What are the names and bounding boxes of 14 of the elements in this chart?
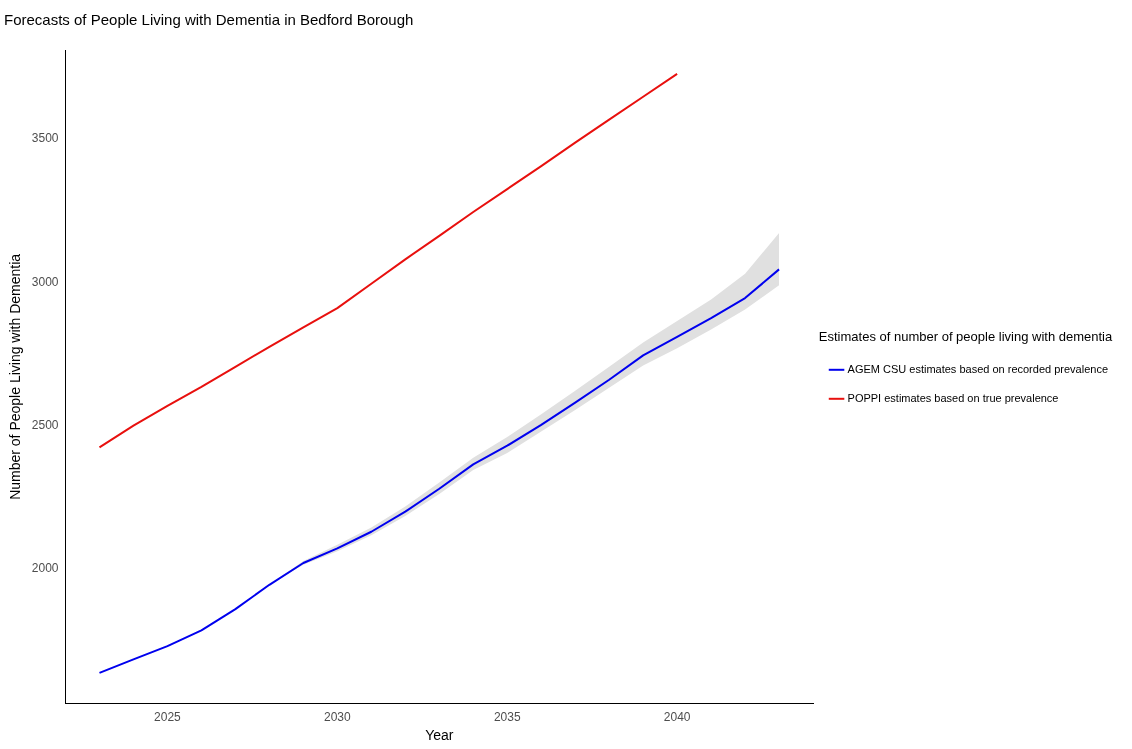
y-tick-label: 3500 <box>31 131 59 146</box>
x-tick-label: 2035 <box>493 710 521 725</box>
legend-title: Estimates of number of people living with dementia <box>818 328 1113 344</box>
legend-label: AGEM CSU estimates based on recorded prevalence <box>847 362 1109 375</box>
x-tick-label: 2025 <box>154 710 182 725</box>
y-tick-label: 2000 <box>31 561 59 576</box>
x-tick-label: 2040 <box>663 710 691 725</box>
x-axis-title: Year <box>425 727 454 744</box>
y-tick-label: 3000 <box>31 274 59 289</box>
x-tick-label: 2030 <box>323 710 351 725</box>
y-tick-label: 2500 <box>31 417 59 432</box>
legend-label: POPPI estimates based on true prevalence <box>847 391 1059 404</box>
chart-title: Forecasts of People Living with Dementia in Bedford Borough <box>4 11 414 29</box>
y-axis-title: Number of People Living with Dementia <box>7 253 24 500</box>
